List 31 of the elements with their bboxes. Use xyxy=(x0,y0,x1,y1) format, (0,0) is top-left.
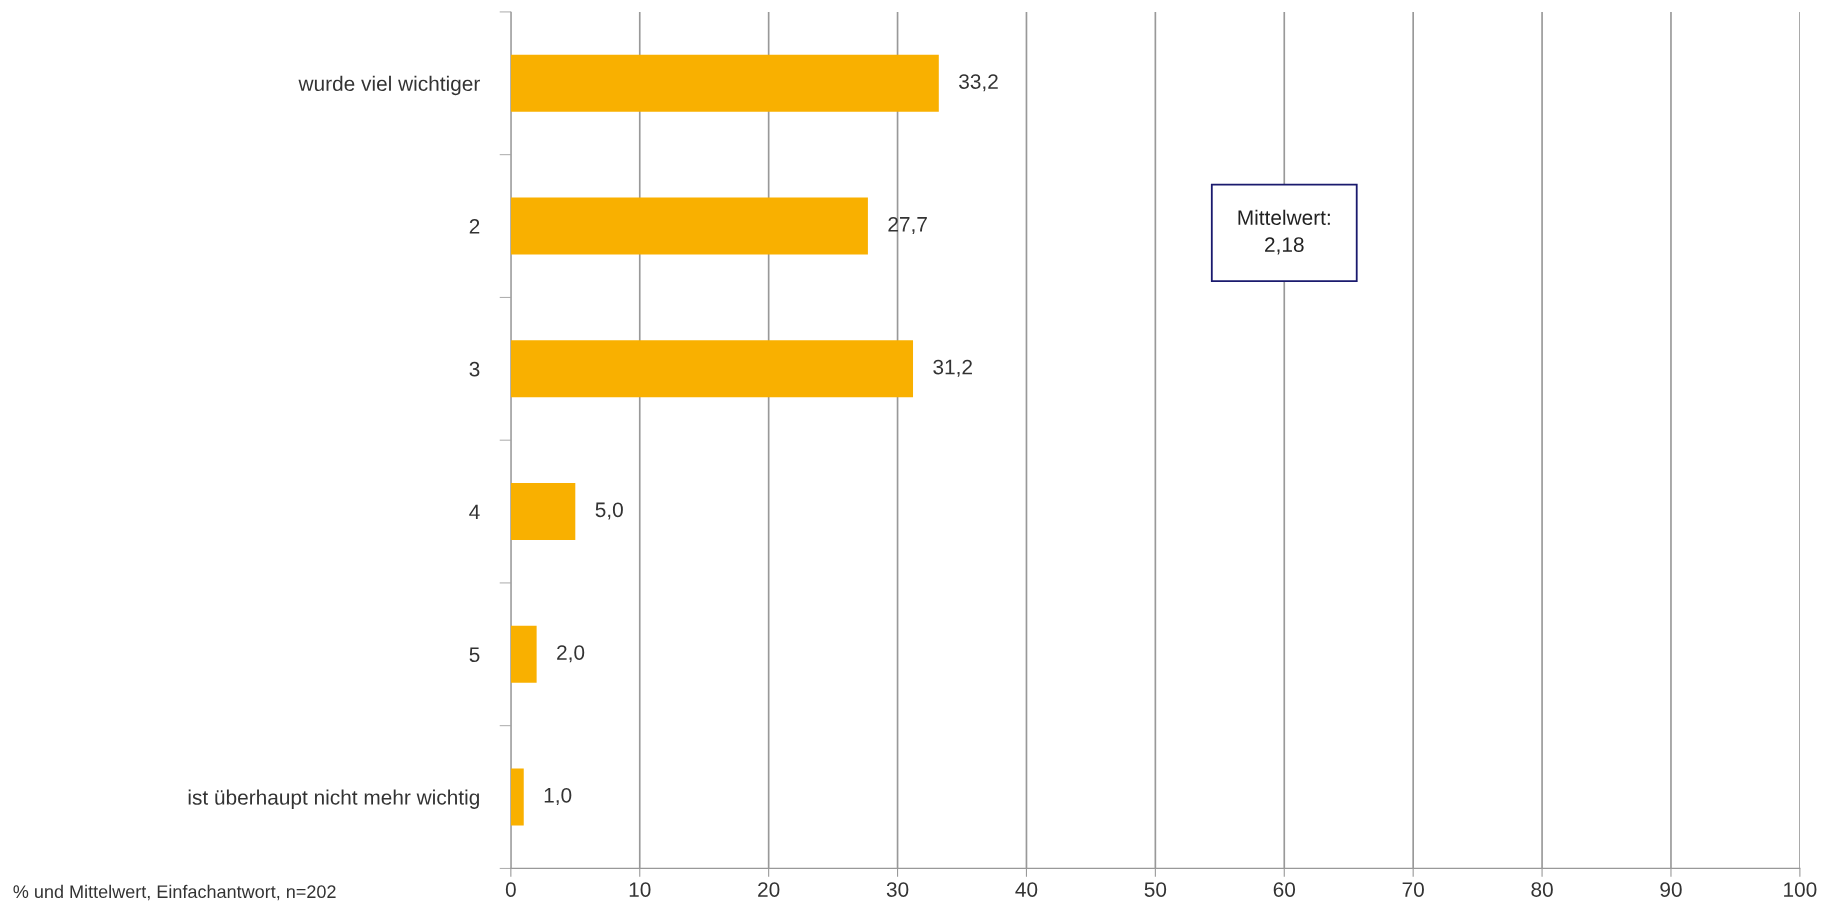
bar xyxy=(510,340,914,398)
y-tick-label: 4 xyxy=(469,504,480,520)
x-tick-label: 40 xyxy=(1015,882,1038,897)
data-label: 33,2 xyxy=(959,74,998,92)
x-tick-label: 0 xyxy=(505,882,516,897)
x-tick-label: 90 xyxy=(1660,882,1682,897)
x-tick-label: 20 xyxy=(758,882,780,897)
data-label: 27,7 xyxy=(888,216,927,235)
bar xyxy=(510,625,537,683)
x-tick-label: 100 xyxy=(1784,882,1817,897)
data-label: 31,2 xyxy=(933,359,972,377)
y-tick-label: 3 xyxy=(469,361,480,377)
y-tick-label: wurde viel wichtiger xyxy=(298,75,480,96)
x-tick-label: 60 xyxy=(1273,882,1296,897)
bar xyxy=(510,483,576,541)
x-tick-label: 80 xyxy=(1531,882,1553,897)
bar xyxy=(510,197,868,255)
data-label: 2,0 xyxy=(557,645,585,663)
y-tick-label: ist überhaupt nicht mehr wichtig xyxy=(188,789,479,809)
y-tick-label: 2 xyxy=(469,219,480,234)
x-tick-label: 10 xyxy=(629,882,651,897)
x-tick-label: 70 xyxy=(1402,882,1424,897)
x-tick-label: 50 xyxy=(1144,882,1167,897)
y-tick-label: 5 xyxy=(469,647,480,663)
data-label: 1,0 xyxy=(544,787,572,806)
annotation: Mittelwert: 2,18 xyxy=(1238,209,1330,255)
data-label: 5,0 xyxy=(595,502,623,520)
text: % und Mittelwert, Einfachantwort, n=202 xyxy=(13,884,336,901)
bar xyxy=(510,768,524,826)
bar xyxy=(510,54,939,112)
x-tick-label: 30 xyxy=(886,882,909,897)
